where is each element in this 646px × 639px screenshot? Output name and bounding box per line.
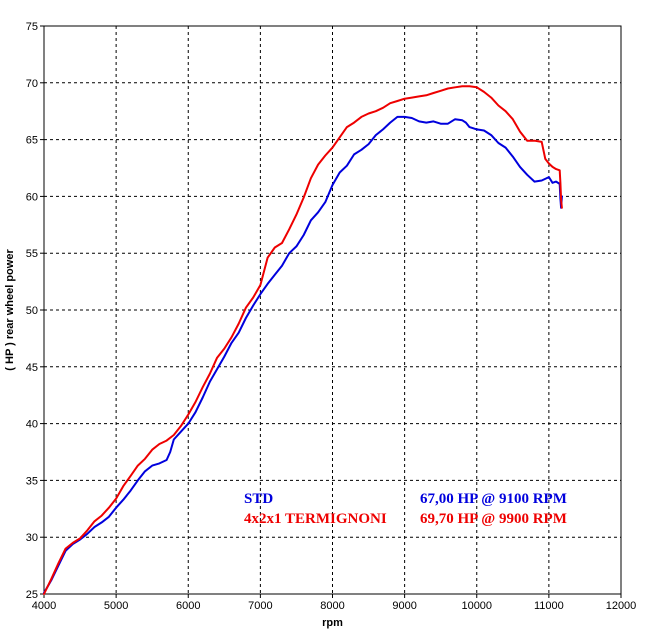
series-line-2 [43, 85, 563, 595]
y-tick-label: 25 [26, 589, 38, 601]
legend: STD 67,00 HP @ 9100 RPM 4x2x1 TERMIGNONI… [244, 491, 567, 527]
grid-lines [44, 26, 621, 594]
y-tick-label: 35 [26, 475, 38, 487]
legend-series-1-name: STD [244, 491, 273, 507]
legend-series-2-summary: 69,70 HP @ 9900 RPM [420, 511, 567, 527]
x-tick-label: 4000 [32, 600, 56, 612]
y-tick-label: 40 [26, 419, 38, 431]
y-tick-label: 75 [26, 21, 38, 33]
x-tick-label: 12000 [606, 600, 637, 612]
x-tick-label: 9000 [392, 600, 416, 612]
y-axis-ticks: 25 30 35 40 45 50 55 60 65 70 75 [26, 21, 44, 601]
x-tick-label: 11000 [534, 600, 564, 612]
legend-series-1-summary: 67,00 HP @ 9100 RPM [420, 491, 567, 507]
y-tick-label: 70 [26, 78, 38, 90]
x-tick-label: 7000 [248, 600, 272, 612]
x-tick-label: 6000 [176, 600, 200, 612]
x-axis-ticks: 4000 5000 6000 7000 8000 9000 10000 11000 12000 [32, 594, 637, 612]
y-tick-label: 30 [26, 532, 38, 544]
legend-series-2-name: 4x2x1 TERMIGNONI [244, 511, 387, 527]
series-line-1 [43, 115, 563, 594]
y-tick-label: 55 [26, 248, 38, 260]
y-tick-label: 60 [26, 191, 38, 203]
x-axis-label: rpm [322, 617, 343, 629]
y-tick-label: 50 [26, 305, 38, 317]
series-layer [43, 85, 563, 595]
x-tick-label: 5000 [104, 600, 128, 612]
y-tick-label: 45 [26, 362, 38, 374]
y-tick-label: 65 [26, 135, 38, 147]
x-tick-label: 8000 [320, 600, 344, 612]
y-axis-label: ( HP ) rear wheel power [4, 249, 16, 371]
x-tick-label: 10000 [461, 600, 492, 612]
